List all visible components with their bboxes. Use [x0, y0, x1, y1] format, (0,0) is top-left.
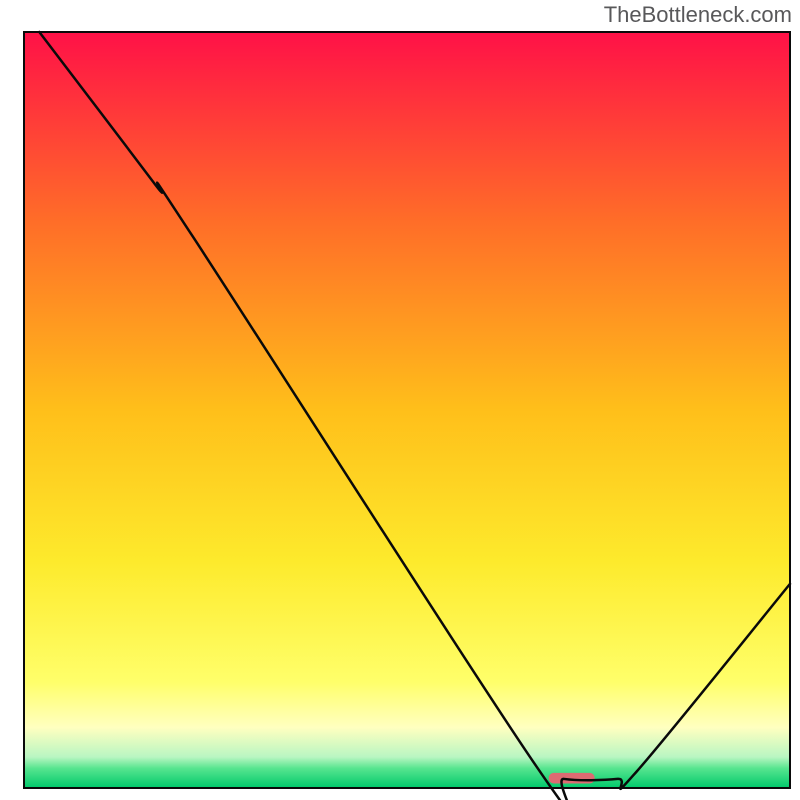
bottleneck-chart [0, 0, 800, 800]
plot-background [24, 32, 790, 788]
optimal-marker [549, 773, 595, 784]
chart-container: TheBottleneck.com [0, 0, 800, 800]
